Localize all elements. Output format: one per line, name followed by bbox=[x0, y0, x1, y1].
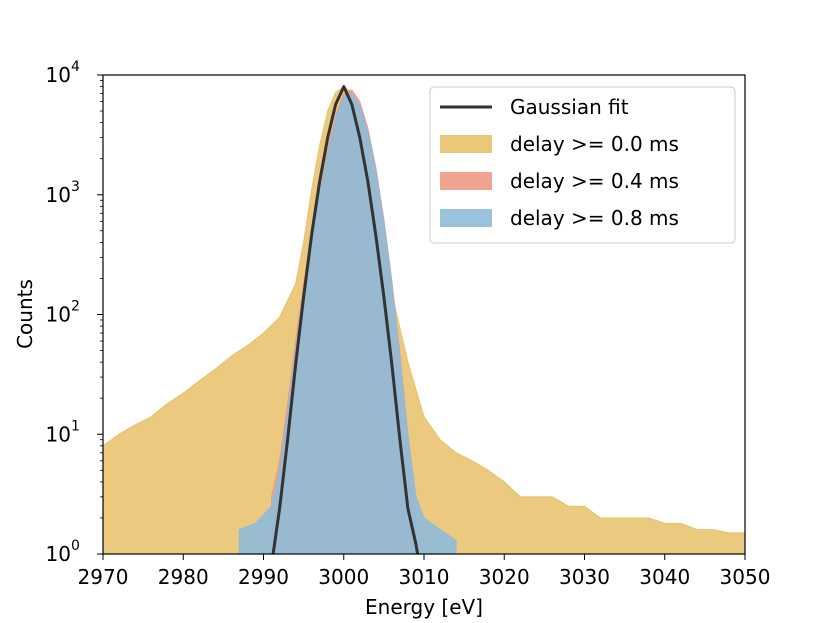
x-tick-label: 2980 bbox=[158, 565, 209, 589]
legend-label: delay >= 0.0 ms bbox=[510, 132, 679, 156]
y-tick-label: 10 bbox=[46, 183, 71, 207]
y-tick-exponent: 4 bbox=[71, 59, 80, 75]
legend-label: delay >= 0.4 ms bbox=[510, 169, 679, 193]
legend-label: Gaussian fit bbox=[510, 95, 629, 119]
y-tick-exponent: 3 bbox=[71, 179, 80, 195]
plot-area bbox=[103, 85, 745, 554]
y-tick-label: 10 bbox=[46, 422, 71, 446]
x-axis: 2970 2980 2990 3000 3010 3020 3030 3040 3050 bbox=[78, 554, 771, 589]
x-tick-label: 3030 bbox=[559, 565, 610, 589]
x-tick-label: 3050 bbox=[720, 565, 771, 589]
x-axis-label: Energy [eV] bbox=[365, 595, 483, 619]
x-tick-label: 2970 bbox=[78, 565, 129, 589]
y-axis-label: Counts bbox=[13, 279, 37, 349]
legend: Gaussian fit delay >= 0.0 ms delay >= 0.4 … bbox=[429, 86, 736, 244]
legend-label: delay >= 0.8 ms bbox=[510, 206, 679, 230]
gaussian-fit-line bbox=[271, 85, 420, 554]
x-tick-label: 3040 bbox=[639, 565, 690, 589]
y-tick-label: 10 bbox=[46, 63, 71, 87]
x-tick-label: 3020 bbox=[479, 565, 530, 589]
y-tick-exponent: 1 bbox=[71, 418, 80, 434]
x-tick-label: 3000 bbox=[318, 565, 369, 589]
legend-area-swatch bbox=[440, 209, 492, 227]
legend-area-swatch bbox=[440, 172, 492, 190]
y-tick-label: 10 bbox=[46, 542, 71, 566]
legend-box bbox=[429, 86, 736, 244]
legend-area-swatch bbox=[440, 135, 492, 153]
y-tick-exponent: 2 bbox=[71, 299, 80, 315]
y-tick-exponent: 0 bbox=[71, 538, 80, 554]
area-series-2 bbox=[238, 92, 457, 554]
x-tick-label: 2990 bbox=[238, 565, 289, 589]
x-tick-label: 3010 bbox=[399, 565, 450, 589]
y-tick-label: 10 bbox=[46, 303, 71, 327]
